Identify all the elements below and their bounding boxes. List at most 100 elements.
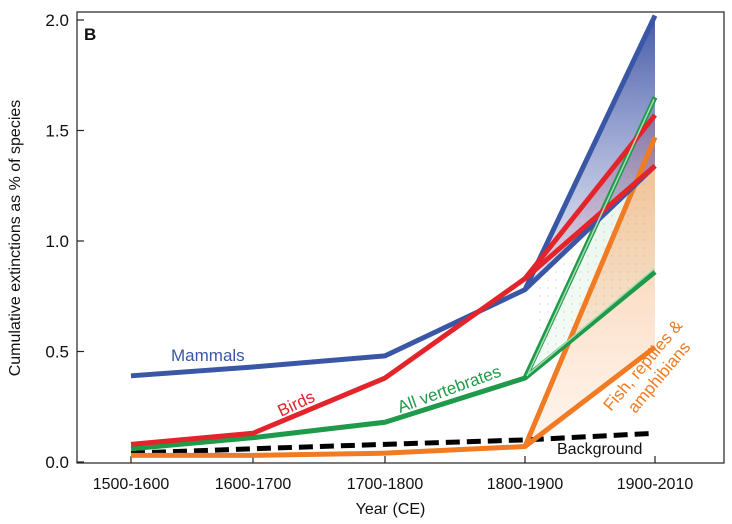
band-texture-dot xyxy=(627,287,629,289)
band-texture-dot xyxy=(643,223,645,225)
band-texture-dot xyxy=(555,319,557,321)
band-texture-dot xyxy=(587,255,589,257)
band-texture-dot xyxy=(595,247,597,249)
band-texture-dot xyxy=(635,215,637,217)
band-texture-dot xyxy=(643,255,645,257)
band-texture-dot xyxy=(603,183,605,185)
band-texture-dot xyxy=(635,271,637,273)
band-texture-dot xyxy=(563,239,565,241)
band-texture-dot xyxy=(539,279,541,281)
band-texture-dot xyxy=(627,263,629,265)
band-texture-dot xyxy=(563,335,565,337)
band-texture-dot xyxy=(635,151,637,153)
band-texture-dot xyxy=(627,279,629,281)
band-texture-dot xyxy=(563,279,565,281)
band-texture-dot xyxy=(611,215,613,217)
band-texture-dot xyxy=(643,199,645,201)
band-texture-dot xyxy=(627,167,629,169)
series-label-background: Background xyxy=(557,441,642,458)
band-texture-dot xyxy=(643,239,645,241)
band-texture-dot xyxy=(595,207,597,209)
band-texture-dot xyxy=(619,255,621,257)
x-tick-label: 1500-1600 xyxy=(93,476,170,493)
band-texture-dot xyxy=(627,255,629,257)
band-texture-dot xyxy=(611,287,613,289)
band-texture-dot xyxy=(539,335,541,337)
band-texture-dot xyxy=(619,183,621,185)
band-texture-dot xyxy=(635,159,637,161)
band-texture-dot xyxy=(603,239,605,241)
band-texture-dot xyxy=(547,295,549,297)
band-texture-dot xyxy=(555,271,557,273)
band-texture-dot xyxy=(619,271,621,273)
band-texture-dot xyxy=(603,287,605,289)
band-texture-dot xyxy=(539,295,541,297)
band-texture-dot xyxy=(635,207,637,209)
band-texture-dot xyxy=(627,231,629,233)
band-texture-dot xyxy=(643,191,645,193)
band-texture-dot xyxy=(635,279,637,281)
y-tick-label: 1.5 xyxy=(45,122,69,141)
band-texture-dot xyxy=(539,303,541,305)
band-texture-dot xyxy=(619,207,621,209)
band-texture-dot xyxy=(555,335,557,337)
band-texture-dot xyxy=(635,255,637,257)
band-texture-dot xyxy=(571,287,573,289)
band-texture-dot xyxy=(603,191,605,193)
band-texture-dot xyxy=(579,287,581,289)
series-label-mammals: Mammals xyxy=(171,346,245,365)
band-texture-dot xyxy=(563,327,565,329)
band-texture-dot xyxy=(579,327,581,329)
band-texture-dot xyxy=(619,239,621,241)
band-texture-dot xyxy=(619,287,621,289)
band-texture-dot xyxy=(587,207,589,209)
band-texture-dot xyxy=(603,199,605,201)
band-texture-dot xyxy=(611,279,613,281)
band-texture-dot xyxy=(547,335,549,337)
band-texture-dot xyxy=(555,327,557,329)
band-texture-dot xyxy=(635,247,637,249)
band-texture-dot xyxy=(587,311,589,313)
band-texture-dot xyxy=(579,279,581,281)
band-texture-dot xyxy=(619,247,621,249)
band-texture-dot xyxy=(547,319,549,321)
band-texture-dot xyxy=(627,239,629,241)
band-texture-dot xyxy=(579,295,581,297)
band-texture-dot xyxy=(579,215,581,217)
band-texture-dot xyxy=(595,311,597,313)
band-texture-dot xyxy=(595,263,597,265)
band-texture-dot xyxy=(603,279,605,281)
band-texture-dot xyxy=(571,295,573,297)
band-texture-dot xyxy=(547,279,549,281)
band-texture-dot xyxy=(571,303,573,305)
y-tick-label: 1.0 xyxy=(45,232,69,251)
band-texture-dot xyxy=(603,223,605,225)
band-texture-dot xyxy=(547,303,549,305)
band-texture-dot xyxy=(595,295,597,297)
band-texture-dot xyxy=(635,199,637,201)
band-texture-dot xyxy=(563,263,565,265)
series-line-mammals xyxy=(130,14,658,379)
x-tick-label: 1800-1900 xyxy=(487,476,564,493)
band-texture-dot xyxy=(587,263,589,265)
band-texture-dot xyxy=(595,287,597,289)
plot-frame xyxy=(76,11,725,464)
band-texture-dot xyxy=(587,271,589,273)
series-line-birds xyxy=(130,113,657,447)
band-texture-dot xyxy=(555,287,557,289)
band-texture-dot xyxy=(603,295,605,297)
band-texture-dot xyxy=(627,223,629,225)
band-texture-dot xyxy=(555,279,557,281)
y-axis-title: Cumulative extinctions as % of species xyxy=(7,100,24,377)
band-texture-dot xyxy=(563,303,565,305)
band-texture-dot xyxy=(611,175,613,177)
band-texture-dot xyxy=(611,263,613,265)
band-texture-dot xyxy=(547,287,549,289)
band-texture-dot xyxy=(635,191,637,193)
band-texture-dot xyxy=(563,271,565,273)
band-texture-dot xyxy=(555,303,557,305)
band-texture-dot xyxy=(627,247,629,249)
y-tick-label: 0.5 xyxy=(45,343,69,362)
band-texture-dot xyxy=(587,215,589,217)
